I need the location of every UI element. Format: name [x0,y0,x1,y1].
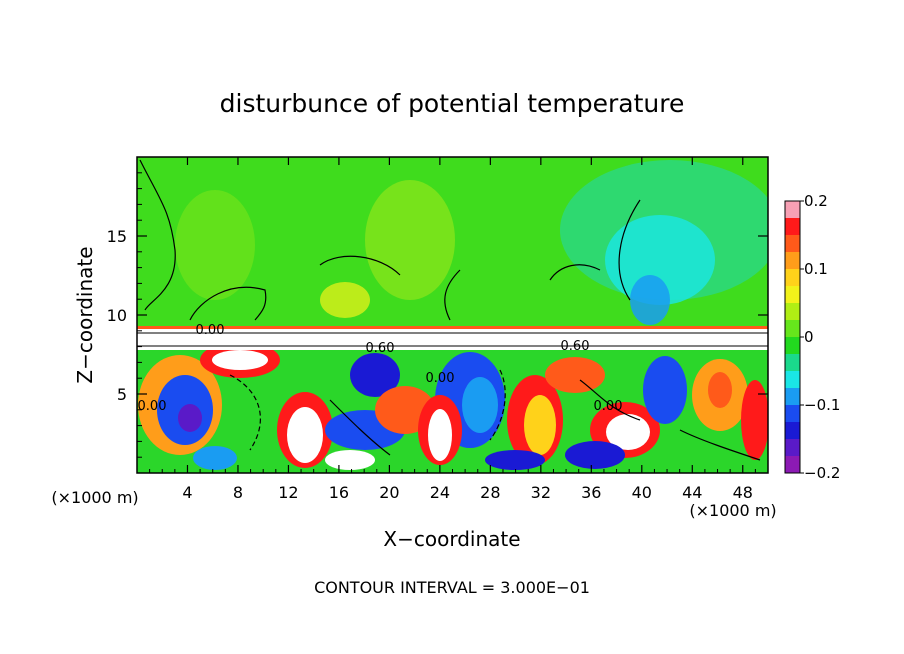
colorbar-swatch [785,388,800,406]
warm-anomaly [365,180,455,300]
colorbar-tick-label: 0.1 [804,260,828,278]
turbulent-eddies [138,342,768,470]
colorbar-tick-label: 0 [804,328,814,346]
contour-label: 0.00 [196,323,225,338]
colorbar-swatch [785,337,800,355]
colorbar-swatch [785,286,800,304]
x-tick-label: 20 [379,483,399,502]
contour-lines [139,159,761,461]
x-tick-label: 44 [682,483,702,502]
x-tick-label: 8 [233,483,243,502]
y-axis-label: Z−coordinate [73,246,97,383]
x-tick-label: 24 [430,483,450,502]
x-tick-label: 4 [182,483,192,502]
x-tick-label: 32 [531,483,551,502]
inversion-band [137,328,768,350]
colorbar-swatch [785,252,800,270]
x-tick-label: 40 [632,483,652,502]
x-axis: 4 8 12 16 20 24 28 32 36 40 44 48 [149,157,756,502]
chart-title: disturbunce of potential temperature [220,89,685,118]
colorbar-swatch [785,422,800,440]
warm-anomaly [175,190,255,300]
colorbar-swatch [785,235,800,253]
warm-spot [320,282,370,318]
colorbar-swatch [785,269,800,287]
x-tick-label: 16 [329,483,349,502]
y-tick-label: 15 [107,227,127,246]
colorbar-tick-label: 0.2 [804,192,828,210]
x-tick-label: 28 [480,483,500,502]
cool-core [605,215,715,305]
contour-label-group: 0.00 0.60 0.00 0.60 0.00 0.00 [138,323,623,414]
x-unit-left: (×1000 m) [51,488,138,507]
colorbar-tick-label: −0.2 [804,464,840,482]
inversion-top-edge [137,326,768,329]
y-axis: 5 10 15 [107,172,768,458]
contour-label: 0.00 [594,399,623,414]
y-tick-label: 5 [117,385,127,404]
colorbar-swatch [785,201,800,219]
colorbar-tick-label: −0.1 [804,396,840,414]
cool-center [630,275,670,325]
colorbar-swatch [785,371,800,389]
colorbar-swatch [785,405,800,423]
colorbar-swatch [785,320,800,338]
contour-label: 0.00 [138,399,167,414]
colorbar-swatch [785,303,800,321]
x-axis-label: X−coordinate [383,527,520,551]
x-tick-label: 48 [733,483,753,502]
y-tick-label: 10 [107,306,127,325]
x-unit-right: (×1000 m) [689,501,776,520]
colorbar-swatch [785,456,800,474]
colorbar-swatch [785,354,800,372]
contour-label: 0.60 [561,339,590,354]
contour-label: 0.00 [426,371,455,386]
x-tick-label: 36 [581,483,601,502]
colorbar-swatch [785,218,800,236]
contour-label: 0.60 [366,341,395,356]
plot-field [137,157,768,473]
colorbar: 0.2 0.1 0 −0.1 −0.2 [784,192,840,482]
contour-interval-note: CONTOUR INTERVAL = 3.000E−01 [314,578,590,597]
x-tick-label: 12 [278,483,298,502]
colorbar-swatch [785,439,800,457]
